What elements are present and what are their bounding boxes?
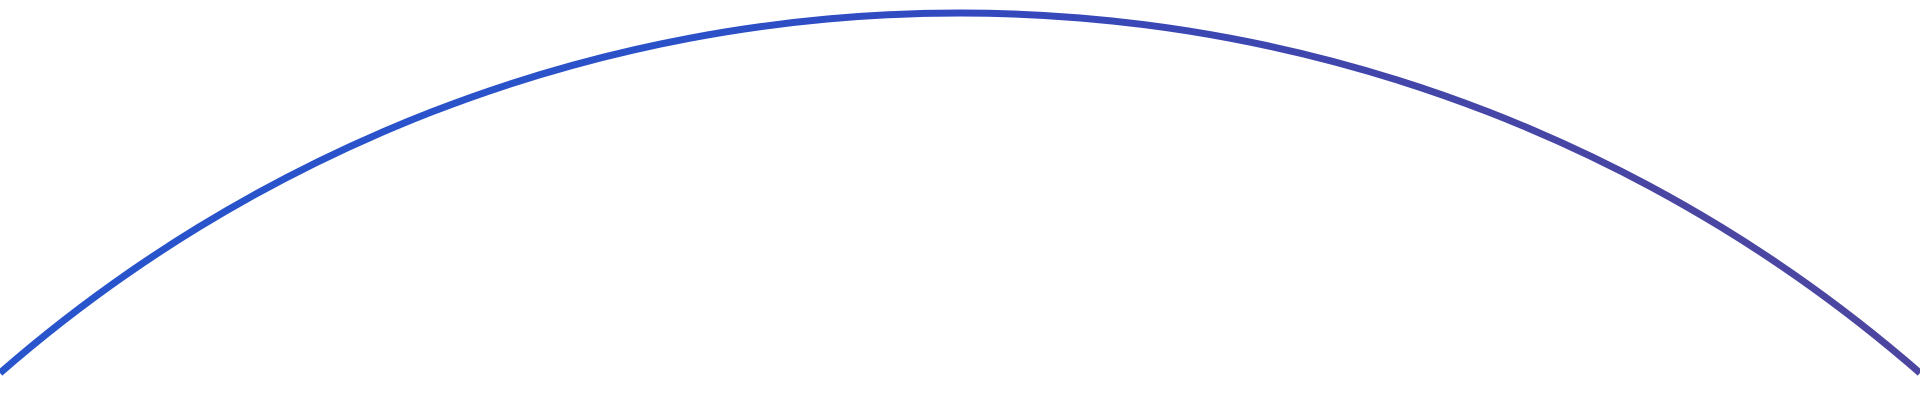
- curve-line: [0, 9, 1920, 376]
